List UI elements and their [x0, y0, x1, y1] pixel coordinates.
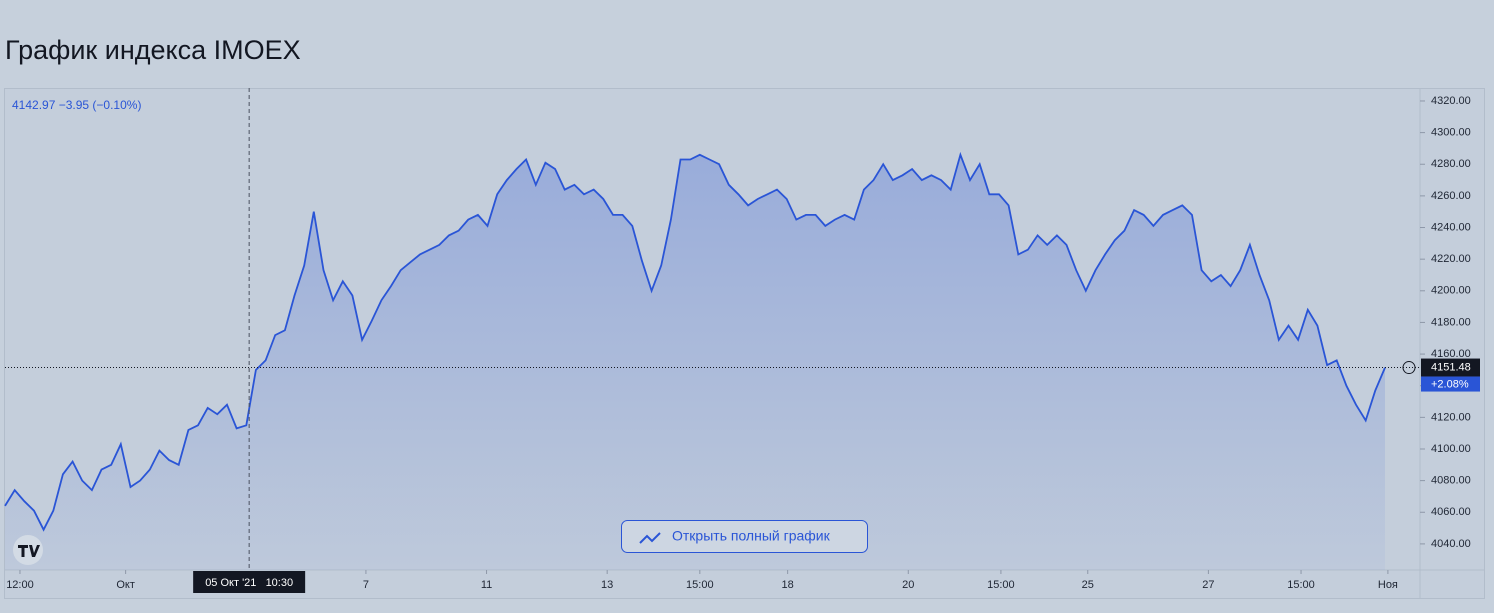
y-tick-label: 4100.00 [1431, 443, 1471, 455]
legend-text: 4142.97 −3.95 (−0.10%) [12, 98, 141, 112]
y-tick-label: 4120.00 [1431, 411, 1471, 423]
x-tick-label: 27 [1202, 579, 1214, 591]
last-price-label: 4151.48 [1431, 361, 1471, 373]
y-tick-label: 4040.00 [1431, 538, 1471, 550]
chart-title: График индекса IMOEX [5, 35, 301, 65]
x-tick-label: 18 [782, 579, 794, 591]
last-price-tag [1421, 358, 1480, 377]
x-tick-label: 20 [902, 579, 914, 591]
x-tick-label: Ноя [1378, 579, 1398, 591]
button-icon [639, 532, 661, 544]
line [4, 151, 1386, 532]
x-tick-label: 12:00 [6, 579, 34, 591]
y-tick-label: 4320.00 [1431, 95, 1471, 107]
y-tick-label: 4220.00 [1431, 253, 1471, 265]
y-tick-label: 4300.00 [1431, 127, 1471, 139]
y-tick-label: 4080.00 [1431, 475, 1471, 487]
x-tick-label: 15:00 [686, 579, 714, 591]
price-alert-icon [1402, 361, 1416, 375]
change-label: +2.08% [1431, 378, 1469, 390]
y-tick-label: 4060.00 [1431, 506, 1471, 518]
crosshair-tag [193, 571, 306, 593]
x-tick-label: 7 [363, 579, 369, 591]
y-tick-label: 4240.00 [1431, 221, 1471, 233]
y-tick-label: 4280.00 [1431, 158, 1471, 170]
button-label[interactable]: Открыть полный график [672, 528, 831, 544]
area [5, 154, 1385, 571]
marks: 4040.004060.004080.004100.004120.004140.… [4, 88, 1480, 593]
x-tick-label: 13 [601, 579, 613, 591]
x-tick-label: 25 [1082, 579, 1094, 591]
x-tick-label: Окт [116, 579, 135, 591]
x-tick-label: 15:00 [1287, 579, 1315, 591]
open-chart-button[interactable] [621, 520, 868, 553]
y-tick-label: 4160.00 [1431, 348, 1471, 360]
y-tick-label: 4180.00 [1431, 316, 1471, 328]
change-tag [1421, 376, 1480, 392]
crosshair-label: 05 Окт '21 10:30 [205, 577, 293, 589]
tv-logo [13, 535, 43, 565]
y-tick-label: 4260.00 [1431, 190, 1471, 202]
x-tick-label: 15:00 [987, 579, 1015, 591]
x-tick-label: 11 [481, 579, 492, 591]
y-tick-label: 4200.00 [1431, 285, 1471, 297]
